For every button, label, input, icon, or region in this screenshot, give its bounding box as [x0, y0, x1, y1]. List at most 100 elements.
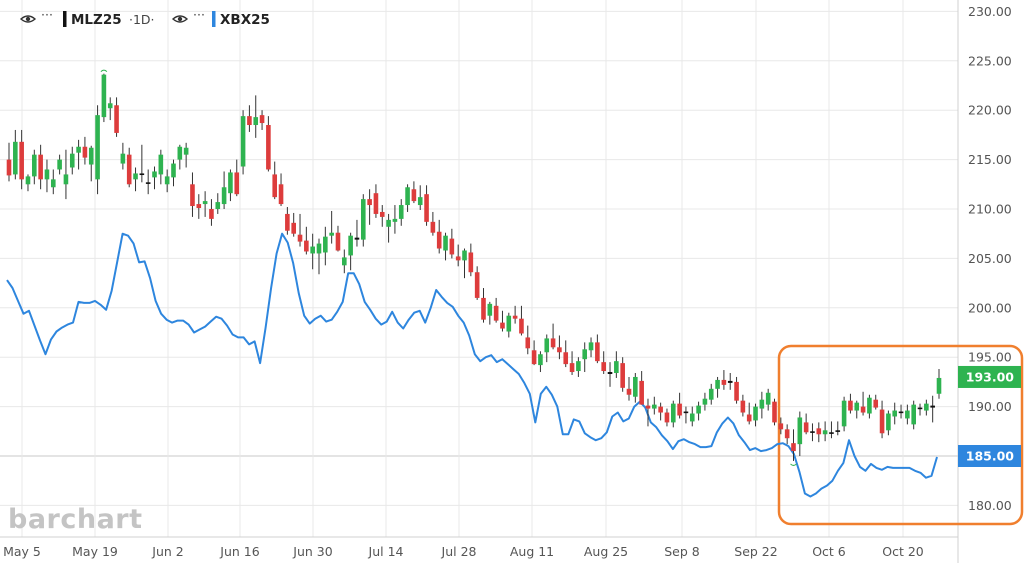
candle-body	[183, 147, 189, 155]
candle	[569, 351, 575, 375]
candle	[228, 169, 233, 202]
candle	[500, 310, 505, 332]
candle-body	[588, 342, 594, 351]
legend: ··· MLZ25 ·1D· ··· XBX25	[19, 7, 270, 28]
candle-body	[696, 405, 701, 414]
candle-body	[898, 411, 904, 414]
legend-symbol-mlz25[interactable]: MLZ25	[71, 12, 122, 28]
candle-body	[386, 219, 391, 227]
candle-body	[664, 412, 670, 423]
candle	[829, 421, 834, 439]
y-axis: 180.00 185.00 190.00 195.00 200.00 205.00 210.…	[968, 4, 1012, 513]
candle-body	[158, 154, 164, 175]
candle	[57, 154, 62, 175]
candle-body	[354, 237, 360, 240]
candle-body	[392, 218, 398, 222]
candle-body	[145, 182, 151, 184]
candle-body	[417, 197, 423, 206]
candle-body	[715, 379, 720, 389]
legend-interval[interactable]: ·1D·	[129, 12, 155, 27]
candle	[746, 402, 752, 425]
candle	[512, 305, 518, 324]
candle	[468, 243, 474, 277]
candle	[107, 97, 113, 121]
y-tick-label: 215.00	[968, 152, 1012, 167]
candle	[120, 142, 126, 170]
candle-body	[297, 234, 303, 242]
candle-body	[405, 187, 410, 206]
candle	[531, 340, 537, 366]
candle	[360, 194, 366, 247]
candle	[69, 146, 75, 175]
eye-icon[interactable]	[171, 15, 189, 23]
legend-symbol-xbx25[interactable]: XBX25	[220, 12, 270, 28]
candle	[373, 184, 379, 218]
candle-body	[531, 350, 537, 365]
candle-body	[493, 305, 499, 321]
candle	[607, 362, 613, 387]
candle	[626, 376, 632, 401]
candle	[348, 232, 353, 271]
candle	[557, 335, 562, 360]
candle-body	[595, 342, 600, 362]
candle-body	[25, 176, 31, 185]
legend-menu-dots[interactable]: ···	[41, 7, 53, 22]
candle	[323, 226, 328, 266]
candle	[88, 145, 94, 182]
candle	[335, 225, 341, 252]
candle	[19, 129, 24, 190]
candle-body	[892, 410, 898, 417]
candle	[462, 248, 467, 279]
candle-body	[177, 146, 183, 160]
candle-body	[924, 403, 929, 411]
candle	[696, 401, 701, 421]
candle	[247, 105, 252, 132]
candle-body	[215, 202, 221, 209]
candle	[576, 357, 581, 377]
candle	[183, 142, 189, 168]
candle	[601, 351, 606, 374]
eye-icon[interactable]	[19, 15, 37, 23]
candle-body	[278, 184, 284, 205]
candle-body	[398, 205, 404, 219]
candle	[588, 337, 594, 358]
candle-body	[202, 201, 208, 205]
candle-body	[474, 272, 480, 298]
candle	[95, 105, 100, 195]
candle	[772, 398, 777, 426]
candle-body	[247, 116, 252, 126]
candle-body	[209, 209, 214, 219]
candle-body	[708, 388, 714, 400]
candle	[449, 228, 455, 259]
candle-body	[538, 354, 543, 366]
candle-body	[620, 363, 625, 388]
price-tag: 193.00	[958, 365, 1021, 388]
candle-body	[335, 232, 341, 251]
candle-body	[379, 211, 385, 217]
price-tags: 193.00 185.00	[958, 365, 1021, 467]
candle-body	[557, 347, 562, 353]
candle	[778, 417, 784, 435]
candle	[911, 400, 916, 430]
legend-menu-dots[interactable]: ···	[193, 7, 205, 22]
candle	[455, 244, 461, 267]
candle-body	[443, 235, 448, 251]
candle	[525, 325, 531, 355]
candle	[38, 144, 43, 190]
candle-body	[873, 399, 879, 408]
candle	[822, 421, 828, 442]
candle-body	[582, 349, 588, 360]
candle-body	[468, 252, 474, 273]
candle	[481, 288, 486, 323]
candle	[50, 169, 56, 195]
candle-body	[126, 154, 132, 185]
candle-body	[614, 361, 619, 374]
candle-body	[784, 429, 790, 439]
price-tag-label: 185.00	[966, 449, 1015, 464]
candle	[614, 351, 619, 378]
candle-body	[765, 392, 771, 405]
candle	[443, 232, 448, 261]
candle-body	[670, 403, 676, 423]
candle-body	[506, 315, 512, 332]
candle-body	[841, 400, 847, 427]
